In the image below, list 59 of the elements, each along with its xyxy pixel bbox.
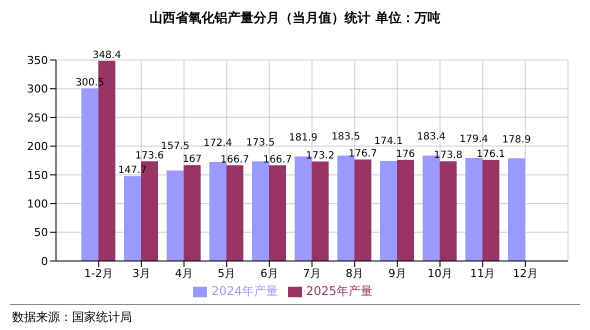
data-label: 173.6	[135, 150, 164, 162]
bar	[312, 162, 329, 261]
y-tick-label: 300	[27, 82, 48, 96]
bar	[166, 170, 184, 261]
data-label: 176	[396, 148, 416, 160]
bar	[380, 161, 397, 261]
bar	[226, 165, 244, 261]
bar	[337, 156, 354, 261]
bar	[252, 161, 269, 261]
y-tick-label: 50	[34, 226, 48, 240]
data-label: 181.9	[288, 132, 318, 144]
bar	[209, 162, 226, 261]
bar	[124, 176, 141, 261]
data-label: 172.4	[204, 138, 232, 149]
x-tick-label: 11月	[470, 266, 496, 280]
bar	[184, 165, 201, 261]
data-label: 179.4	[460, 134, 488, 145]
y-tick-label: 100	[27, 197, 48, 210]
bar	[465, 158, 482, 261]
bar	[81, 88, 98, 261]
legend-label: 2025年产量	[306, 284, 373, 298]
y-tick-label: 200	[27, 140, 48, 154]
data-label: 157.5	[160, 141, 190, 152]
legend-label: 2024年产量	[211, 284, 278, 298]
data-label: 176.1	[476, 148, 506, 160]
bar	[482, 160, 500, 261]
bar	[269, 165, 286, 261]
x-tick-label: 3月	[132, 266, 150, 280]
x-tick-label: 10月	[428, 266, 452, 280]
x-tick-label: 5月	[218, 266, 236, 280]
bar	[397, 160, 414, 261]
data-label: 173.2	[306, 150, 334, 162]
y-tick-label: 150	[27, 168, 48, 182]
x-tick-label: 4月	[175, 266, 193, 280]
y-tick-label: 350	[27, 54, 48, 67]
bar	[508, 158, 525, 261]
data-label: 178.9	[502, 134, 531, 146]
y-tick-label: 250	[27, 111, 48, 124]
y-tick-label: 0	[41, 254, 48, 268]
data-label: 173.5	[246, 137, 275, 148]
x-tick-label: 8月	[346, 266, 364, 280]
bar	[354, 160, 372, 261]
data-label: 183.5	[332, 132, 360, 143]
x-tick-label: 1-2月	[84, 266, 114, 280]
x-tick-label: 6月	[260, 266, 278, 280]
x-tick-label: 7月	[303, 266, 321, 280]
data-label: 348.4	[92, 50, 122, 61]
x-tick-label: 12月	[512, 266, 538, 280]
source-note: 数据来源：国家统计局	[11, 309, 133, 326]
data-label: 173.8	[434, 150, 462, 162]
chart-title: 山西省氧化铝产量分月（当月值）统计 单位：万吨	[148, 10, 442, 28]
data-label: 167	[182, 154, 202, 166]
data-label: 183.4	[416, 132, 446, 143]
bar	[440, 161, 457, 261]
data-label: 176.7	[348, 148, 378, 160]
x-tick-label: 9月	[388, 266, 406, 280]
data-label: 166.7	[220, 154, 250, 166]
data-label: 166.7	[263, 154, 292, 166]
data-label: 174.1	[374, 136, 403, 147]
